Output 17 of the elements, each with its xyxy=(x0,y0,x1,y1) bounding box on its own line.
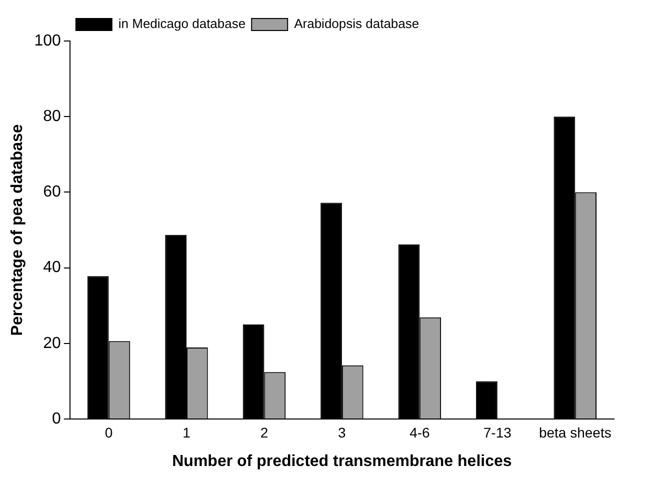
y-axis-title: Percentage of pea database xyxy=(9,124,26,336)
x-tick-label: 4-6 xyxy=(410,424,430,440)
x-tick-label: 3 xyxy=(338,424,346,440)
x-axis-title: Number of predicted transmembrane helices xyxy=(172,452,512,470)
legend-label: in Medicago database xyxy=(118,16,246,32)
y-tick-label: 100 xyxy=(34,32,61,50)
x-tick-label: 0 xyxy=(104,424,113,440)
y-tick-label: 60 xyxy=(43,184,61,201)
x-tick-label: 2 xyxy=(260,424,268,440)
y-tick-label: 80 xyxy=(43,108,61,126)
legend-label: Arabidopsis database xyxy=(294,16,420,32)
y-tick-label: 40 xyxy=(43,259,61,276)
x-tick-label: 1 xyxy=(182,424,191,440)
x-tick-label: 7-13 xyxy=(483,424,512,440)
x-tick-label: beta sheets xyxy=(538,424,612,440)
y-tick-label: 20 xyxy=(43,334,61,352)
y-tick-label: 0 xyxy=(52,410,61,428)
